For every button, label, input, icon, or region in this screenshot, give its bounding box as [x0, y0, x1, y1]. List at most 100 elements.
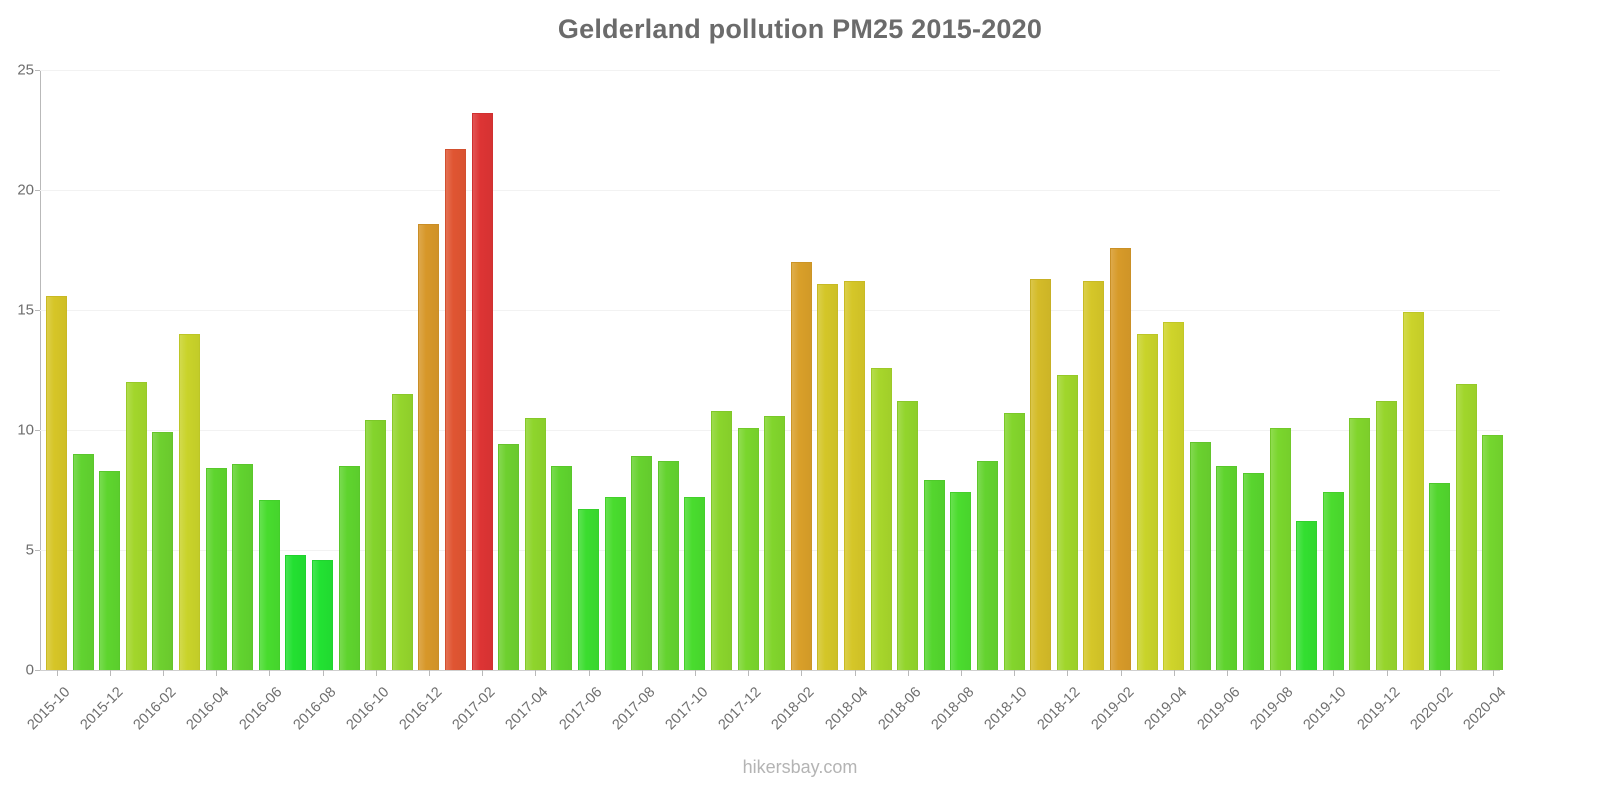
- bar[interactable]: [99, 470, 121, 671]
- footer-credit: hikersbay.com: [742, 757, 858, 777]
- x-tick-mark: [1120, 670, 1122, 676]
- bar[interactable]: [152, 432, 174, 670]
- x-tick-label: 2020-02: [1407, 684, 1457, 734]
- bar[interactable]: [1163, 322, 1185, 670]
- x-tick-mark: [1173, 670, 1175, 676]
- bar[interactable]: [844, 281, 865, 670]
- bar[interactable]: [1136, 334, 1158, 670]
- bar[interactable]: [631, 456, 653, 670]
- x-tick-mark: [162, 670, 164, 676]
- bar[interactable]: [711, 410, 732, 671]
- x-tick-label: 2016-12: [396, 684, 446, 734]
- bar[interactable]: [950, 492, 972, 670]
- bar[interactable]: [764, 415, 786, 671]
- bar[interactable]: [285, 554, 307, 671]
- bar[interactable]: [524, 418, 546, 670]
- x-tick-mark: [1067, 670, 1069, 676]
- bar[interactable]: [1376, 401, 1397, 670]
- bar[interactable]: [1322, 492, 1344, 670]
- x-axis-labels: 2015-10 2015-12 2016-02 2016-04 2016-06 2016-…: [24, 670, 1509, 762]
- x-tick-label: 2017-10: [662, 684, 712, 734]
- bar[interactable]: [684, 497, 706, 670]
- x-tick-label: 2019-02: [1087, 684, 1137, 734]
- x-tick-label: 2017-12: [715, 684, 765, 734]
- bar[interactable]: [125, 382, 147, 670]
- bar[interactable]: [1269, 427, 1291, 671]
- y-tick-label: 5: [25, 541, 34, 559]
- bar[interactable]: [657, 461, 679, 670]
- bar[interactable]: [1243, 473, 1264, 670]
- bar[interactable]: [1056, 374, 1078, 671]
- x-tick-mark: [694, 670, 696, 676]
- x-tick-label: 2018-12: [1034, 684, 1084, 734]
- x-tick-label: 2018-06: [875, 684, 925, 734]
- bar[interactable]: [790, 262, 812, 670]
- bar[interactable]: [391, 394, 413, 670]
- bar[interactable]: [737, 427, 759, 671]
- x-tick-mark: [1333, 670, 1335, 676]
- bar[interactable]: [1110, 247, 1131, 671]
- x-tick-mark: [748, 670, 750, 676]
- bar[interactable]: [1189, 442, 1211, 670]
- x-tick-mark: [56, 670, 58, 676]
- gridline: [40, 310, 1500, 311]
- bar[interactable]: [923, 480, 945, 670]
- bar[interactable]: [1402, 312, 1424, 670]
- y-tick-mark: [35, 550, 40, 551]
- bar[interactable]: [445, 149, 466, 670]
- bar[interactable]: [312, 559, 333, 671]
- y-tick-mark: [35, 430, 40, 431]
- y-tick-label: 15: [17, 301, 34, 319]
- x-tick-label: 2019-08: [1247, 684, 1297, 734]
- x-tick-label: 2018-08: [928, 684, 978, 734]
- bar[interactable]: [1455, 384, 1477, 670]
- bar[interactable]: [1030, 278, 1052, 671]
- x-tick-label: 2015-10: [23, 684, 73, 734]
- bar[interactable]: [498, 444, 520, 670]
- x-tick-mark: [1386, 670, 1388, 676]
- bar[interactable]: [1429, 482, 1451, 671]
- bar[interactable]: [365, 420, 387, 670]
- y-tick-mark: [35, 70, 40, 71]
- bar[interactable]: [578, 509, 599, 670]
- gridline: [40, 190, 1500, 191]
- y-tick-label: 25: [17, 61, 34, 79]
- bar[interactable]: [551, 466, 573, 670]
- bar[interactable]: [977, 461, 998, 670]
- bar[interactable]: [205, 468, 227, 670]
- bar[interactable]: [1349, 418, 1371, 670]
- y-axis-labels: 0 5 10 15 20 25: [0, 62, 40, 679]
- bar[interactable]: [232, 463, 254, 671]
- x-tick-mark: [641, 670, 643, 676]
- x-tick-mark: [482, 670, 484, 676]
- bar[interactable]: [1083, 281, 1105, 670]
- bar[interactable]: [897, 401, 919, 670]
- y-tick-mark: [35, 670, 40, 671]
- y-tick-label: 10: [17, 421, 34, 439]
- x-tick-label: 2018-02: [768, 684, 818, 734]
- bar[interactable]: [46, 295, 67, 671]
- x-tick-mark: [322, 670, 324, 676]
- bar[interactable]: [1216, 466, 1238, 670]
- bar[interactable]: [1003, 413, 1025, 670]
- bar[interactable]: [179, 334, 200, 670]
- bar[interactable]: [817, 283, 839, 671]
- x-tick-label: 2019-12: [1353, 684, 1403, 734]
- bar[interactable]: [258, 499, 280, 671]
- x-tick-mark: [1439, 670, 1441, 676]
- bar[interactable]: [72, 454, 94, 670]
- x-tick-label: 2017-02: [449, 684, 499, 734]
- bar[interactable]: [1296, 521, 1318, 670]
- plot-area: [40, 70, 1504, 671]
- x-tick-label: 2017-04: [502, 684, 552, 734]
- bar[interactable]: [604, 497, 626, 670]
- bar[interactable]: [870, 367, 892, 671]
- gridline: [40, 670, 1500, 671]
- x-tick-label: 2015-12: [77, 684, 127, 734]
- bar[interactable]: [338, 466, 360, 670]
- page-title: Gelderland pollution PM25 2015-2020: [557, 14, 1043, 44]
- bar[interactable]: [418, 223, 440, 671]
- bar[interactable]: [1482, 434, 1504, 671]
- bar[interactable]: [471, 113, 493, 670]
- x-tick-label: 2016-06: [236, 684, 286, 734]
